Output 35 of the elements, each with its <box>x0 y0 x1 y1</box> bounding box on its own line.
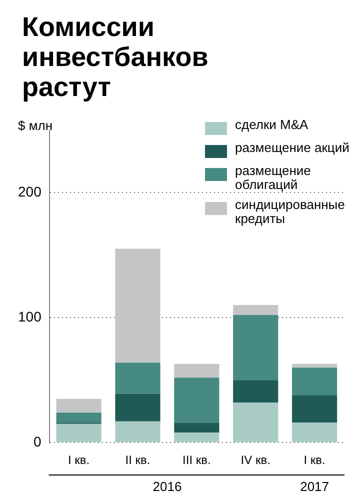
bar <box>292 368 338 396</box>
y-tick-label: 100 <box>18 308 42 324</box>
legend-label: синдицированные кредиты <box>235 197 346 226</box>
bar <box>56 412 102 423</box>
bar <box>56 398 102 413</box>
bar <box>115 362 160 394</box>
y-tick-label: 0 <box>34 433 42 450</box>
text: 2016 <box>152 479 182 494</box>
bar <box>233 402 278 442</box>
bar <box>174 422 220 433</box>
x-tick-label: IV кв. <box>240 453 270 468</box>
legend-label: размещение облигаций <box>235 163 312 192</box>
bar <box>292 422 338 442</box>
x-tick-label: I кв. <box>304 453 326 468</box>
x-tick-label: II кв. <box>125 453 150 468</box>
bar <box>233 305 278 316</box>
legend-label: размещение акций <box>235 140 350 155</box>
y-axis-title: $ млн <box>18 118 53 134</box>
bar <box>174 432 220 442</box>
bar <box>115 421 160 442</box>
chart-title: Комиссии инвестбанков растут <box>22 12 210 102</box>
text: 2017 <box>300 479 329 494</box>
bar <box>292 395 338 423</box>
y-tick-label: 200 <box>18 183 42 200</box>
bar <box>233 380 278 403</box>
bar <box>115 248 160 363</box>
bar <box>174 364 220 378</box>
x-tick-label: III кв. <box>182 453 211 468</box>
legend-label: сделки M&A <box>235 117 308 132</box>
bar <box>56 424 102 442</box>
bar <box>292 364 338 368</box>
bar <box>233 315 278 380</box>
x-tick-label: I кв. <box>68 453 90 468</box>
bar <box>174 378 220 423</box>
bar <box>115 394 160 422</box>
